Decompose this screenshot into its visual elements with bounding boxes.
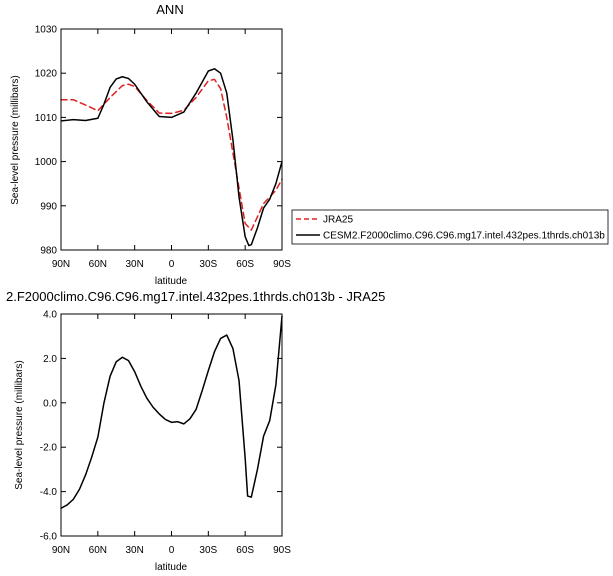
bottom-chart-x-tick-label: 30N bbox=[125, 545, 143, 556]
bottom-chart: 2.F2000climo.C96.C96.mg17.intel.432pes.1… bbox=[6, 289, 385, 573]
top-chart-y-axis-label: Sea-level pressure (millibars) bbox=[10, 75, 21, 204]
top-chart-y-tick-label: 1000 bbox=[35, 157, 58, 168]
bottom-chart-y-tick-label: -2.0 bbox=[40, 443, 58, 454]
top-chart-y-tick-label: 1030 bbox=[35, 25, 58, 36]
bottom-chart-series bbox=[60, 315, 283, 509]
bottom-chart-x-axis-label: latitude bbox=[155, 562, 188, 573]
bottom-chart-x-tick-label: 60N bbox=[89, 545, 107, 556]
bottom-chart-y-tick-label: -6.0 bbox=[40, 532, 58, 543]
top-chart-y-tick-label: 1020 bbox=[35, 69, 58, 80]
top-chart-legend: JRA25 CESM2.F2000climo.C96.C96.mg17.inte… bbox=[291, 209, 609, 245]
top-chart-x-tick-label: 30S bbox=[199, 259, 217, 270]
bottom-chart-x-tick-label: 90N bbox=[52, 545, 70, 556]
bottom-chart-frame bbox=[60, 313, 283, 537]
top-chart-frame bbox=[60, 28, 283, 251]
bottom-chart-x-ticks: 90N 60N 30N 0 30S 60S 90S bbox=[52, 314, 291, 556]
top-chart-series bbox=[60, 68, 283, 247]
bottom-chart-y-ticks: -6.0 -4.0 -2.0 0.0 2.0 4.0 bbox=[40, 310, 282, 543]
bottom-chart-x-tick-label: 30S bbox=[199, 545, 217, 556]
bottom-chart-y-tick-label: -4.0 bbox=[40, 487, 58, 498]
top-chart-y-ticks: 980 990 1000 1010 1020 1030 bbox=[35, 25, 282, 257]
top-chart-y-tick-label: 980 bbox=[40, 246, 57, 257]
top-chart-x-tick-label: 60S bbox=[236, 259, 254, 270]
bottom-chart-series-line-0 bbox=[60, 315, 283, 509]
top-chart-x-tick-label: 90N bbox=[52, 259, 70, 270]
top-chart-x-tick-label: 30N bbox=[125, 259, 143, 270]
top-chart-title: ANN bbox=[156, 2, 183, 17]
bottom-chart-x-tick-label: 0 bbox=[169, 545, 175, 556]
top-chart-y-tick-label: 990 bbox=[40, 201, 57, 212]
legend-label-jra25: JRA25 bbox=[323, 215, 353, 226]
top-chart: ANN 90N 60N 30N 0 30S 60S 90S 980 990 1000 1010 10… bbox=[10, 2, 609, 287]
top-chart-series-line-0 bbox=[60, 78, 283, 231]
top-chart-x-tick-label: 0 bbox=[169, 259, 175, 270]
legend-box bbox=[291, 209, 609, 245]
top-chart-series-line-1 bbox=[60, 68, 283, 247]
legend-label-cesm2: CESM2.F2000climo.C96.C96.mg17.intel.432p… bbox=[323, 231, 605, 242]
bottom-chart-x-tick-label: 90S bbox=[273, 545, 291, 556]
bottom-chart-y-tick-label: 2.0 bbox=[43, 354, 57, 365]
bottom-chart-x-tick-label: 60S bbox=[236, 545, 254, 556]
top-chart-x-tick-label: 90S bbox=[273, 259, 291, 270]
bottom-chart-y-tick-label: 4.0 bbox=[43, 310, 57, 321]
bottom-chart-y-tick-label: 0.0 bbox=[43, 398, 57, 409]
top-chart-x-tick-label: 60N bbox=[89, 259, 107, 270]
bottom-chart-title: 2.F2000climo.C96.C96.mg17.intel.432pes.1… bbox=[6, 289, 385, 304]
bottom-chart-y-axis-label: Sea-level pressure (millibars) bbox=[14, 360, 25, 489]
top-chart-x-axis-label: latitude bbox=[155, 276, 188, 287]
top-chart-y-tick-label: 1010 bbox=[35, 113, 58, 124]
top-chart-x-ticks: 90N 60N 30N 0 30S 60S 90S bbox=[52, 29, 291, 270]
